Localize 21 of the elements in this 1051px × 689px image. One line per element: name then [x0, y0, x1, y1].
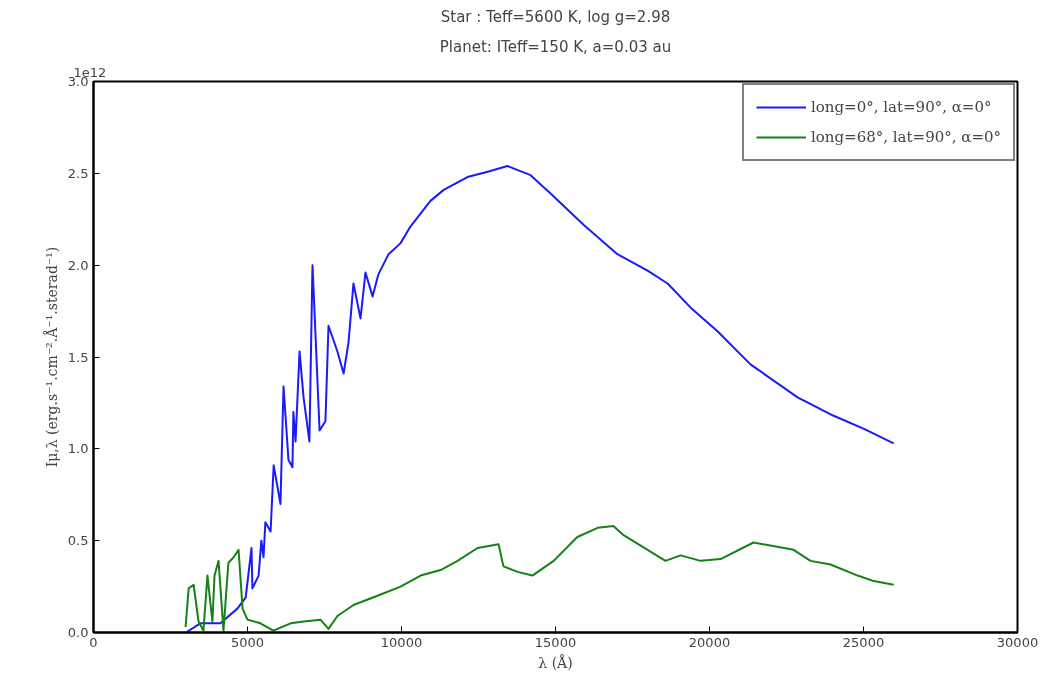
line-series [184, 524, 895, 632]
y-axis-title: Iμ,λ (erg.s⁻¹.cm⁻².Å⁻¹.sterad⁻¹) [42, 246, 60, 468]
chart-title: Star : Teff=5600 K, log g=2.98 [440, 7, 671, 26]
x-tick-label: 20000 [688, 634, 731, 650]
legend-label: long=68°, lat=90°, α=0° [811, 128, 1001, 146]
y-tick-label: 0.0 [67, 625, 89, 640]
line-series [184, 164, 895, 633]
y-tick-label: 2.5 [67, 165, 89, 181]
x-tick-label: 10000 [380, 634, 423, 650]
legend-label: long=0°, lat=90°, α=0° [811, 98, 992, 116]
y-tick-label: 2.0 [67, 257, 89, 273]
y-tick-label: 1.5 [67, 349, 89, 365]
x-tick-label: 15000 [534, 634, 577, 650]
x-axis-title: λ (Å) [538, 653, 573, 671]
x-tick-label: 30000 [996, 634, 1039, 650]
x-tick-label: 25000 [842, 634, 885, 650]
y-tick-label: 1.0 [67, 441, 89, 457]
y-tick-label: 0.5 [67, 533, 89, 549]
x-tick-label: 5000 [230, 634, 265, 650]
x-tick-label: 0 [89, 634, 98, 650]
chart-subtitle: Planet: ITeff=150 K, a=0.03 au [439, 37, 672, 56]
